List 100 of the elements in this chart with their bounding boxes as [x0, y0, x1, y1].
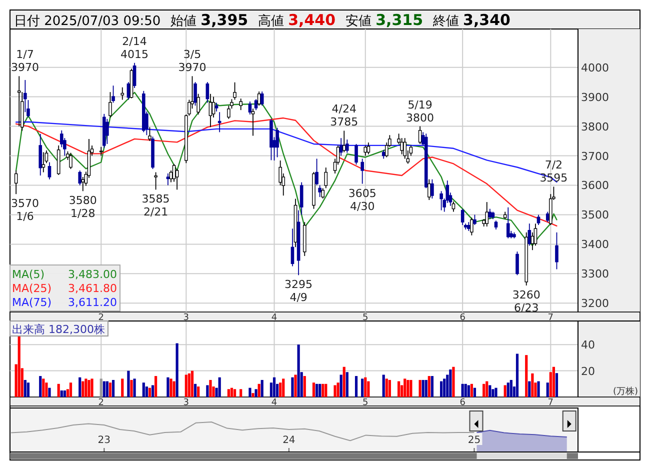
y-tick-label: 3700 — [581, 150, 609, 163]
bar — [18, 335, 20, 397]
bar — [248, 388, 252, 397]
annotation: 3/5 3970 — [178, 48, 206, 74]
bar — [346, 372, 348, 397]
bar — [449, 369, 452, 397]
text: 始値 3,395 — [170, 11, 248, 29]
x-tick-label: 24 — [282, 435, 296, 446]
bar — [312, 382, 316, 397]
bar — [464, 384, 467, 397]
y-tick-label: 4000 — [581, 61, 609, 74]
bar — [422, 380, 424, 397]
bar — [90, 378, 94, 397]
bar — [151, 385, 154, 397]
bar — [322, 384, 324, 397]
bar — [190, 370, 194, 397]
bar — [258, 384, 260, 397]
bar — [452, 366, 455, 397]
x-tick-label: 4 — [271, 313, 278, 323]
bar — [84, 378, 88, 397]
bar — [424, 380, 428, 397]
bar — [516, 354, 519, 397]
bar — [297, 344, 300, 397]
bar — [473, 388, 476, 397]
bar — [121, 378, 124, 397]
bar — [336, 382, 340, 397]
x-tick-label: 5 — [362, 313, 368, 323]
bar — [494, 388, 498, 397]
x-tick-label: 3 — [183, 313, 190, 323]
x-tick-label: 23 — [98, 435, 111, 446]
bar — [127, 370, 130, 397]
text: 安値 3,315 — [346, 11, 424, 29]
bar — [148, 388, 152, 397]
bar — [42, 378, 45, 397]
bar — [486, 381, 488, 397]
bar — [130, 380, 133, 397]
annotation: 3295 4/9 — [284, 278, 313, 304]
bar — [88, 380, 90, 397]
bar — [537, 381, 540, 397]
bar — [184, 374, 188, 397]
bar — [531, 373, 534, 397]
y-tick-label: 3800 — [581, 120, 609, 134]
bar — [385, 378, 388, 397]
y-tick-label: 3900 — [581, 90, 609, 104]
annotation: 3570 1/6 — [11, 197, 39, 224]
annotation: 3585 2/21 — [142, 192, 170, 219]
bar — [291, 377, 294, 397]
bar — [410, 380, 412, 397]
bar — [318, 384, 322, 397]
bar — [112, 380, 115, 397]
bar — [188, 373, 191, 397]
text: 高値 3,440 — [258, 11, 336, 29]
y-tick-label: 3400 — [581, 238, 609, 252]
bar — [342, 366, 346, 397]
bar — [467, 385, 470, 397]
bar — [482, 384, 486, 397]
bar — [461, 384, 464, 397]
bar — [133, 378, 136, 397]
bar — [166, 377, 170, 397]
bar — [227, 389, 230, 397]
bar — [525, 355, 528, 397]
bar — [260, 380, 264, 397]
annotation: 1/7 3970 — [11, 48, 39, 74]
bar — [492, 389, 494, 397]
y-tick-label: 3300 — [581, 268, 609, 281]
bar — [63, 390, 66, 397]
bar — [282, 378, 285, 397]
bar — [233, 389, 236, 397]
bar — [367, 381, 370, 397]
x-tick-label: 6 — [460, 398, 466, 408]
annotation: 3580 1/28 — [68, 194, 97, 220]
x-tick-label: 6 — [460, 313, 466, 323]
x-tick-label: 25 — [468, 435, 481, 446]
annotation: 3260 6/23 — [512, 288, 540, 314]
bar — [272, 377, 276, 397]
bar — [170, 378, 172, 397]
bar — [443, 378, 446, 397]
bar — [45, 382, 48, 397]
x-tick-label: 2 — [98, 313, 104, 323]
bar — [406, 380, 410, 397]
x-tick-label: 4 — [271, 398, 278, 408]
bar — [57, 384, 60, 397]
bar — [303, 376, 306, 397]
bar — [26, 382, 30, 397]
bar — [340, 374, 342, 397]
bar — [194, 384, 197, 397]
bar — [240, 389, 242, 397]
x-tick-label: 3 — [183, 398, 190, 408]
bar — [364, 377, 367, 397]
bar — [172, 381, 176, 397]
x-tick-label: 2 — [98, 398, 104, 408]
annotation: 5/19 3800 — [406, 98, 434, 124]
bar — [418, 380, 422, 397]
bar — [430, 376, 434, 397]
bar — [404, 378, 406, 397]
bar — [100, 378, 102, 397]
bar — [176, 343, 178, 397]
bar — [488, 385, 492, 397]
bar — [254, 389, 258, 397]
legend: MA(5) 3,483.00 MA(25) 3,461.80 MA(75) 3,611.20 — [10, 264, 120, 312]
